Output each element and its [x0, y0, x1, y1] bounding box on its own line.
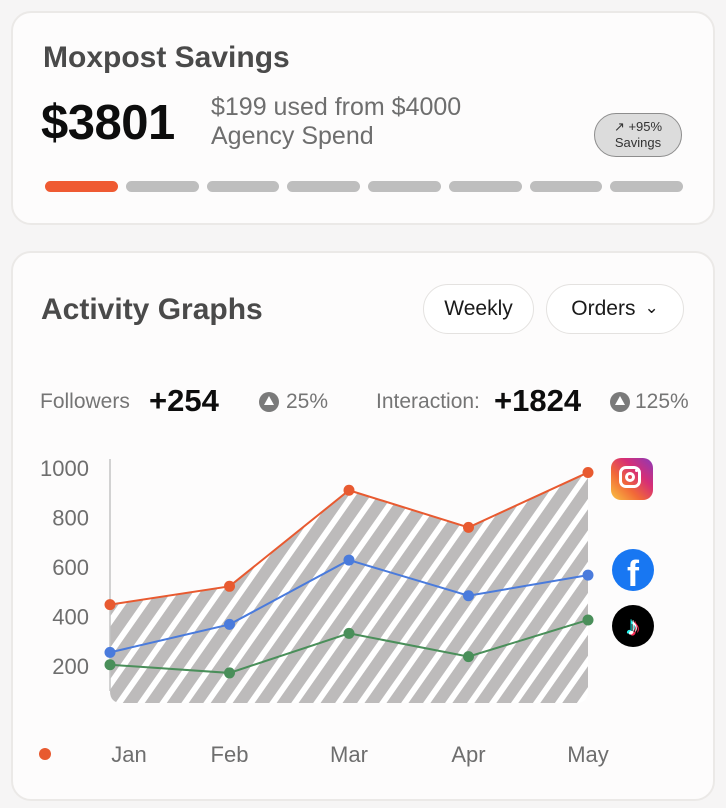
savings-used-line: $199 used from $4000: [211, 93, 462, 121]
progress-segment: [529, 181, 603, 192]
data-point: [463, 521, 474, 533]
followers-change: 25%: [286, 390, 329, 413]
orders-dropdown[interactable]: Orders ⌄: [546, 284, 684, 334]
orders-dropdown-label: Orders: [571, 297, 636, 320]
data-point: [463, 590, 474, 602]
savings-amount: $3801: [41, 96, 175, 150]
progress-segment: [125, 181, 199, 192]
activity-chart: 1000 800 600 400 200 Jan Feb Mar Apr May: [39, 456, 609, 767]
savings-used-text: $199 used from $4000 Agency Spend: [211, 93, 461, 151]
y-tick-label: 200: [52, 654, 89, 679]
x-tick-label: Apr: [451, 742, 485, 767]
activity-title: Activity Graphs: [41, 293, 263, 326]
instagram-icon: [611, 458, 653, 500]
legend-marker: [39, 748, 51, 760]
data-point: [224, 618, 235, 630]
progress-segment: [448, 181, 522, 192]
data-point: [104, 659, 116, 671]
data-point: [582, 614, 594, 626]
progress-segment: [368, 181, 441, 192]
data-point: [582, 569, 594, 581]
y-tick-label: 600: [52, 555, 89, 580]
savings-badge: ↗ +95% Savings: [594, 113, 682, 157]
data-point: [224, 667, 235, 679]
savings-badge-percent: ↗ +95%: [613, 119, 663, 134]
chevron-down-icon: ⌄: [644, 298, 659, 317]
progress-segment: [610, 181, 683, 192]
data-point: [463, 651, 474, 663]
x-tick-label: Feb: [211, 742, 249, 767]
y-tick-label: 800: [52, 506, 89, 531]
tiktok-icon: ♪: [612, 605, 654, 647]
increase-icon: [610, 392, 630, 412]
activity-card: Activity Graphs Weekly Orders ⌄ Followers…: [11, 251, 715, 801]
followers-label: Followers: [40, 390, 130, 413]
increase-icon: [259, 392, 279, 412]
x-tick-label: Jan: [111, 742, 146, 767]
data-point: [224, 580, 235, 592]
progress-segment: [206, 181, 280, 192]
interactions-label: Interaction:: [376, 390, 480, 413]
savings-spend-line: Agency Spend: [211, 122, 374, 150]
data-point: [104, 646, 116, 658]
x-tick-label: Mar: [330, 742, 368, 767]
weekly-filter-button[interactable]: Weekly: [423, 284, 534, 334]
interactions-value: +1824: [494, 383, 582, 418]
progress-segment: [45, 181, 118, 192]
savings-badge-label: Savings: [614, 135, 662, 150]
savings-title: Moxpost Savings: [43, 41, 290, 74]
facebook-icon: f: [612, 549, 654, 591]
savings-card: Moxpost Savings $3801 $199 used from $40…: [11, 11, 715, 225]
data-point: [343, 484, 355, 496]
progress-segment: [287, 181, 360, 192]
data-point: [343, 554, 355, 566]
interactions-change: 125%: [635, 390, 689, 413]
data-point: [582, 466, 594, 478]
y-tick-label: 400: [52, 605, 89, 630]
data-point: [104, 599, 116, 611]
followers-value: +254: [149, 383, 219, 418]
y-tick-label: 1000: [40, 456, 89, 481]
x-tick-label: May: [567, 742, 609, 767]
weekly-filter-label: Weekly: [444, 297, 513, 320]
data-point: [343, 627, 355, 639]
savings-progress-bar: [45, 181, 683, 192]
